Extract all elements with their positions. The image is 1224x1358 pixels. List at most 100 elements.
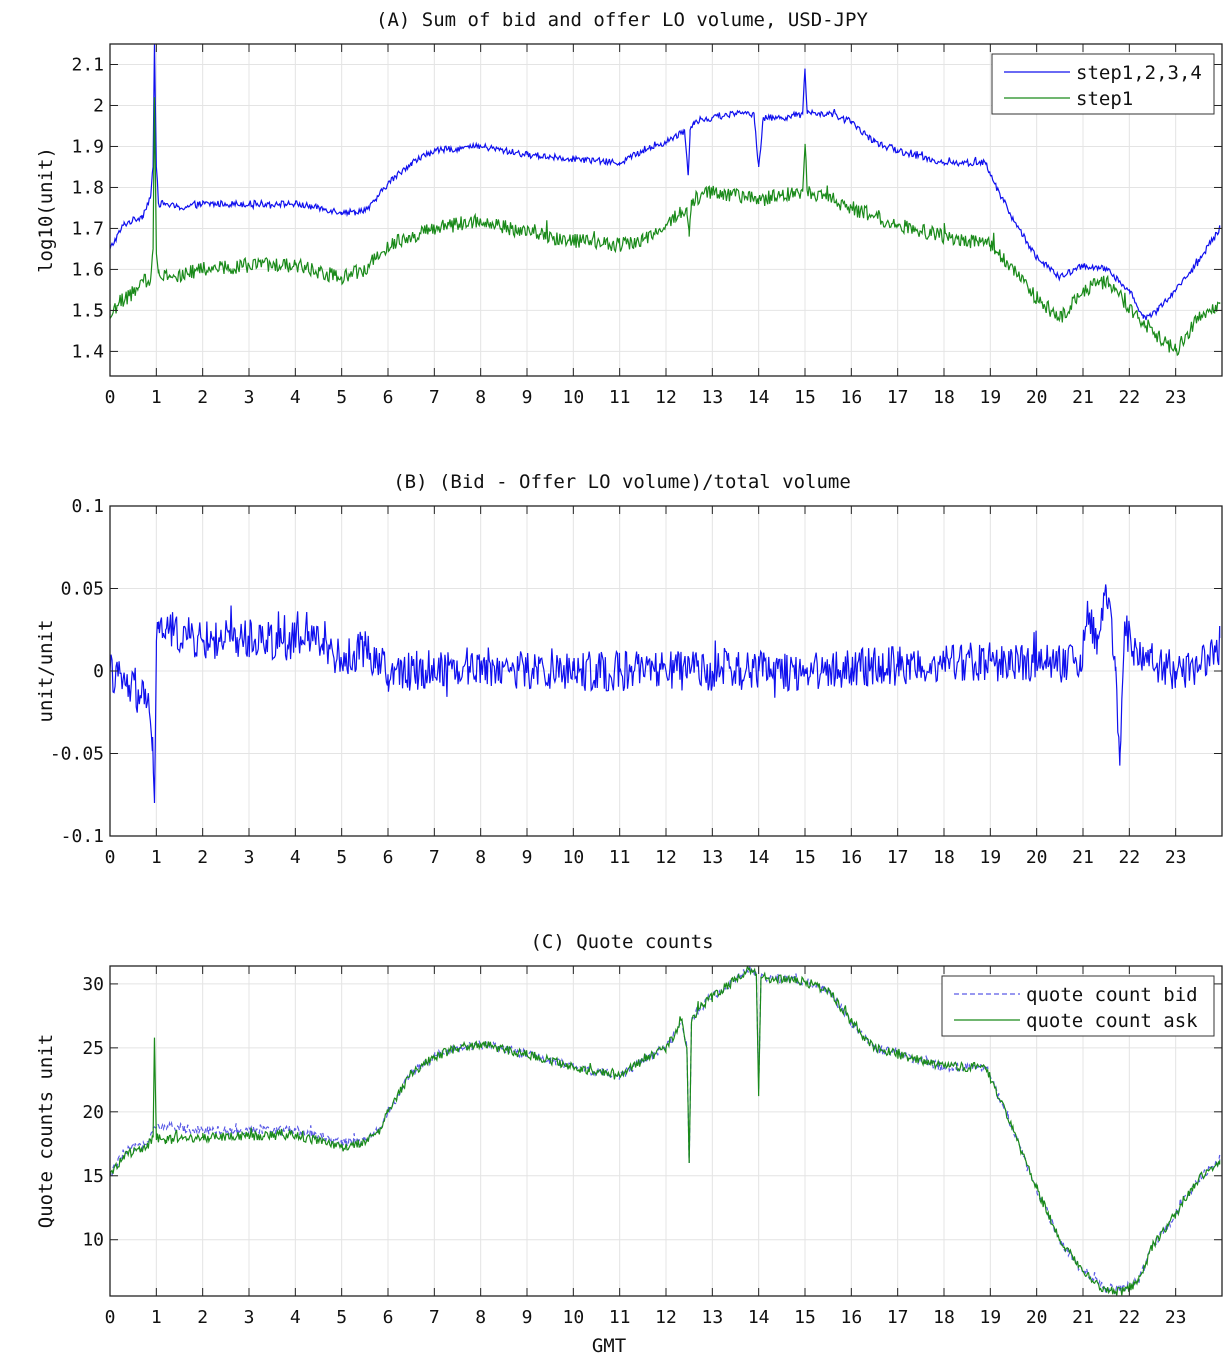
chart-title: (B) (Bid - Offer LO volume)/total volume <box>393 471 851 493</box>
x-tick-label: 12 <box>655 847 677 868</box>
x-tick-label: 21 <box>1072 1307 1094 1328</box>
x-tick-label: 20 <box>1026 387 1048 408</box>
y-tick-label: 1.4 <box>71 341 104 362</box>
x-tick-label: 4 <box>290 847 301 868</box>
x-tick-label: 15 <box>794 1307 816 1328</box>
y-axis-label: Quote counts unit <box>35 1034 57 1228</box>
x-tick-label: 16 <box>840 847 862 868</box>
x-tick-label: 0 <box>105 1307 116 1328</box>
x-tick-label: 23 <box>1165 847 1187 868</box>
x-tick-label: 4 <box>290 387 301 408</box>
y-tick-label: 20 <box>82 1102 104 1123</box>
x-tick-label: 22 <box>1118 387 1140 408</box>
legend-label: step1,2,3,4 <box>1076 62 1202 84</box>
x-axis-label: GMT <box>592 1335 626 1357</box>
x-tick-label: 14 <box>748 847 770 868</box>
x-tick-label: 15 <box>794 387 816 408</box>
chart-a: 0 1 2 3 4 5 6 7 8 9 10 11 12 13 14 15 16 17 18 19 20 21 22 231.… <box>35 9 1223 408</box>
x-tick-label: 2 <box>197 387 208 408</box>
x-tick-label: 11 <box>609 847 631 868</box>
x-tick-label: 9 <box>522 1307 533 1328</box>
y-tick-label: -0.05 <box>50 744 104 765</box>
x-tick-label: 1 <box>151 1307 162 1328</box>
x-tick-label: 16 <box>840 387 862 408</box>
x-tick-label: 18 <box>933 387 955 408</box>
legend-box <box>941 975 1215 1037</box>
y-tick-label: 1.5 <box>71 300 104 321</box>
chart-b: 0 1 2 3 4 5 6 7 8 9 10 11 12 13 14 15 16 17 18 19 20 21 22 23-0… <box>35 471 1223 868</box>
legend-label: quote count ask <box>1026 1010 1198 1032</box>
x-tick-label: 10 <box>562 847 584 868</box>
x-tick-label: 5 <box>336 847 347 868</box>
legend-box <box>991 53 1215 115</box>
x-tick-label: 9 <box>522 387 533 408</box>
y-tick-label: 1.7 <box>71 218 104 239</box>
x-tick-label: 23 <box>1165 387 1187 408</box>
x-tick-label: 1 <box>151 847 162 868</box>
y-tick-label: 15 <box>82 1166 104 1187</box>
x-tick-label: 17 <box>887 847 909 868</box>
x-tick-label: 21 <box>1072 847 1094 868</box>
x-tick-label: 20 <box>1026 847 1048 868</box>
x-tick-label: 1 <box>151 387 162 408</box>
x-tick-label: 18 <box>933 1307 955 1328</box>
series-line-1 <box>110 44 1221 321</box>
y-tick-label: 0.05 <box>61 579 104 600</box>
x-tick-label: 20 <box>1026 1307 1048 1328</box>
x-tick-label: 2 <box>197 1307 208 1328</box>
y-tick-label: 0.1 <box>71 496 104 517</box>
legend: quote count bid quote count ask <box>941 975 1215 1037</box>
x-tick-label: 14 <box>748 387 770 408</box>
x-tick-label: 6 <box>383 847 394 868</box>
x-tick-label: 0 <box>105 387 116 408</box>
x-tick-label: 7 <box>429 847 440 868</box>
x-tick-label: 6 <box>383 1307 394 1328</box>
x-tick-label: 16 <box>840 1307 862 1328</box>
y-tick-label: 2.1 <box>71 54 104 75</box>
x-tick-label: 9 <box>522 847 533 868</box>
y-tick-label: 1.8 <box>71 177 104 198</box>
x-tick-label: 21 <box>1072 387 1094 408</box>
x-tick-label: 13 <box>701 1307 723 1328</box>
x-tick-label: 22 <box>1118 1307 1140 1328</box>
y-tick-label: -0.1 <box>61 826 104 847</box>
x-tick-label: 5 <box>336 1307 347 1328</box>
x-tick-label: 13 <box>701 847 723 868</box>
x-tick-label: 3 <box>244 387 255 408</box>
y-tick-label: 0 <box>93 661 104 682</box>
x-tick-label: 4 <box>290 1307 301 1328</box>
x-tick-label: 13 <box>701 387 723 408</box>
legend: step1,2,3,4 step1 <box>991 53 1215 115</box>
x-tick-label: 22 <box>1118 847 1140 868</box>
y-tick-label: 30 <box>82 974 104 995</box>
x-tick-label: 8 <box>475 1307 486 1328</box>
y-tick-label: 25 <box>82 1038 104 1059</box>
legend-label: step1 <box>1076 88 1133 110</box>
x-tick-label: 3 <box>244 847 255 868</box>
series-line-2 <box>110 966 1221 1296</box>
y-tick-label: 1.6 <box>71 259 104 280</box>
x-tick-label: 7 <box>429 1307 440 1328</box>
y-tick-label: 10 <box>82 1230 104 1251</box>
series-line-1 <box>110 584 1221 804</box>
x-tick-label: 7 <box>429 387 440 408</box>
x-tick-label: 10 <box>562 1307 584 1328</box>
x-tick-label: 18 <box>933 847 955 868</box>
x-tick-label: 8 <box>475 387 486 408</box>
series-line-2 <box>110 97 1221 357</box>
x-tick-label: 14 <box>748 1307 770 1328</box>
x-tick-label: 23 <box>1165 1307 1187 1328</box>
chart-title: (A) Sum of bid and offer LO volume, USD-… <box>376 9 868 31</box>
x-tick-label: 11 <box>609 1307 631 1328</box>
y-axis-label: log10(unit) <box>35 147 57 273</box>
x-tick-label: 2 <box>197 847 208 868</box>
legend-label: quote count bid <box>1026 984 1198 1006</box>
y-axis-label: unit/unit <box>35 620 57 723</box>
x-tick-label: 6 <box>383 387 394 408</box>
x-tick-label: 17 <box>887 387 909 408</box>
x-tick-label: 5 <box>336 387 347 408</box>
chart-c: 0 1 2 3 4 5 6 7 8 9 10 11 12 13 14 15 16 17 18 19 20 21 22 2310… <box>35 931 1223 1357</box>
x-tick-label: 15 <box>794 847 816 868</box>
y-tick-label: 2 <box>93 95 104 116</box>
x-tick-label: 0 <box>105 847 116 868</box>
